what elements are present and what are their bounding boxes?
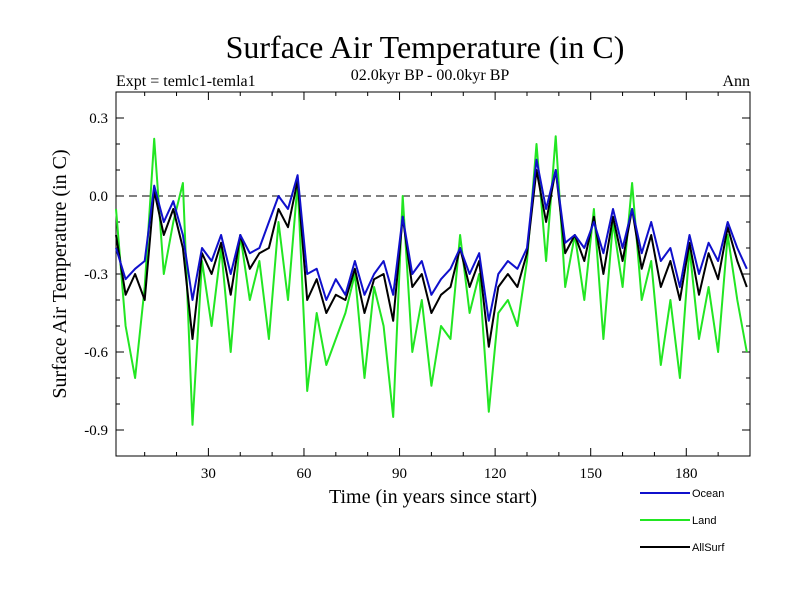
legend-label-allsurf: AllSurf [692,542,725,554]
series-line-ocean [115,158,748,322]
season-label: Ann [722,73,750,90]
legend: Ocean Land AllSurf [640,488,725,554]
series-line-allsurf [115,169,748,348]
y-tick-label: 0.0 [89,189,108,205]
x-tick-label: 180 [675,466,698,482]
y-axis-label: Surface Air Temperature (in C) [49,149,71,398]
x-tick-label: 30 [201,466,216,482]
y-axis: 0.3 0.0 -0.3 -0.6 -0.9 [84,111,750,439]
x-tick-label: 90 [392,466,407,482]
legend-label-land: Land [692,515,716,527]
legend-label-ocean: Ocean [692,488,724,500]
plot-area: 0.3 0.0 -0.3 -0.6 -0.9 30 60 90 120 150 180 [84,91,751,482]
x-tick-label: 60 [296,466,311,482]
y-tick-label: 0.3 [89,111,108,127]
chart-subtitle: 02.0kyr BP - 00.0kyr BP [351,67,510,84]
x-axis-label: Time (in years since start) [329,486,537,508]
x-axis: 30 60 90 120 150 180 [144,92,719,482]
series-layer [115,135,748,426]
y-tick-label: -0.6 [84,345,108,361]
series-line-land [115,135,748,426]
chart-title: Surface Air Temperature (in C) [226,29,625,65]
y-tick-label: -0.3 [84,267,108,283]
y-tick-label: -0.9 [84,423,108,439]
experiment-label: Expt = temlc1-temla1 [116,73,256,90]
x-tick-label: 120 [484,466,507,482]
x-tick-label: 150 [579,466,602,482]
